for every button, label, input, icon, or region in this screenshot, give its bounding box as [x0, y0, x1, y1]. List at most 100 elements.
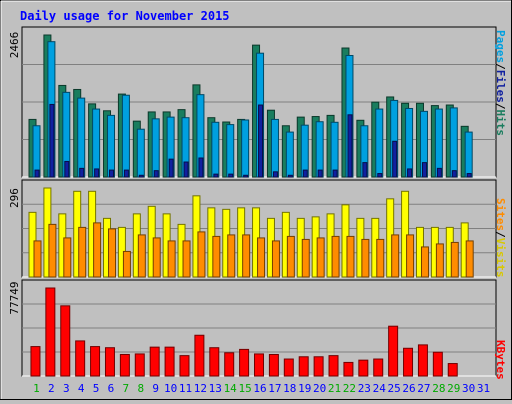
- x-tick-label-1: 1: [33, 382, 40, 395]
- bar-kbytes-day-23: [358, 359, 369, 377]
- x-tick-label-14: 14: [224, 382, 238, 395]
- legend-kbytes: KBytes: [494, 340, 507, 380]
- bar-sites-day-16: [257, 237, 266, 278]
- x-tick-label-23: 23: [358, 382, 371, 395]
- bar-kbytes-day-9: [149, 346, 160, 377]
- bar-files-day-28: [434, 108, 443, 178]
- x-tick-label-2: 2: [48, 382, 55, 395]
- bar-sites-day-12: [197, 231, 206, 278]
- bar-pages-day-14: [228, 173, 234, 178]
- bar-files-day-20: [315, 121, 324, 178]
- bar-kbytes-day-12: [194, 334, 205, 377]
- x-tick-label-25: 25: [388, 382, 401, 395]
- chart-title: Daily usage for November 2015: [20, 9, 230, 23]
- bar-kbytes-day-11: [179, 355, 190, 377]
- legend-visits-sites-sites: Sites: [494, 198, 507, 231]
- bar-pages-day-25: [392, 140, 398, 178]
- bar-kbytes-day-22: [343, 361, 354, 377]
- bar-files-day-5: [92, 108, 101, 178]
- legend-visits-sites-visits: Visits: [494, 238, 507, 278]
- bar-files-day-17: [270, 118, 279, 178]
- bar-sites-day-13: [212, 235, 221, 278]
- bar-kbytes-day-5: [90, 346, 101, 377]
- bar-kbytes-day-19: [298, 356, 309, 377]
- bar-pages-day-15: [243, 174, 249, 178]
- legend-hits-files-pages-hits: Hits: [494, 110, 507, 137]
- x-tick-label-22: 22: [343, 382, 356, 395]
- bar-kbytes-day-27: [417, 344, 428, 377]
- bar-sites-day-1: [33, 240, 42, 278]
- bar-pages-day-30: [466, 173, 472, 178]
- bar-pages-day-26: [407, 168, 413, 178]
- bar-sites-day-15: [242, 234, 251, 278]
- bar-kbytes-day-2: [45, 287, 56, 377]
- x-tick-label-19: 19: [298, 382, 311, 395]
- bar-kbytes-day-28: [432, 351, 443, 377]
- bar-pages-day-24: [377, 173, 383, 178]
- legend-visits-sites: Sites/Visits: [494, 198, 507, 278]
- bar-files-day-6: [107, 114, 116, 178]
- x-tick-label-20: 20: [313, 382, 326, 395]
- bar-pages-day-22: [347, 114, 353, 178]
- bar-kbytes-day-6: [104, 347, 115, 377]
- bar-pages-day-18: [287, 174, 293, 178]
- bar-files-day-15: [241, 119, 250, 178]
- bar-files-day-24: [375, 108, 384, 178]
- x-tick-label-8: 8: [137, 382, 144, 395]
- x-tick-label-4: 4: [78, 382, 85, 395]
- x-tick-label-29: 29: [447, 382, 460, 395]
- bar-files-day-29: [449, 107, 458, 178]
- bar-pages-day-16: [258, 104, 264, 178]
- bar-kbytes-day-15: [239, 348, 250, 377]
- bar-files-day-9: [151, 118, 160, 178]
- bar-sites-day-20: [316, 237, 325, 278]
- bar-pages-day-7: [123, 169, 129, 178]
- bar-kbytes-day-26: [403, 347, 414, 377]
- x-tick-label-18: 18: [283, 382, 296, 395]
- bar-pages-day-4: [79, 167, 85, 178]
- bar-sites-day-29: [450, 241, 459, 278]
- bar-kbytes-day-3: [60, 305, 71, 377]
- bar-sites-day-24: [376, 238, 385, 278]
- bar-files-day-26: [405, 107, 414, 178]
- legend-hits-files-pages-pages: Pages: [494, 30, 507, 63]
- bar-pages-day-13: [213, 173, 219, 178]
- bar-kbytes-day-7: [119, 353, 130, 377]
- bar-sites-day-25: [391, 234, 400, 278]
- bar-sites-day-19: [301, 238, 310, 278]
- panel-visits-sites-max-label: 296: [8, 188, 21, 208]
- bar-kbytes-day-10: [164, 346, 175, 377]
- x-tick-label-3: 3: [63, 382, 70, 395]
- bar-sites-day-5: [93, 222, 102, 278]
- bar-files-day-19: [300, 124, 309, 178]
- bar-kbytes-day-8: [134, 353, 145, 377]
- legend-hits-files-pages: Pages/Files/Hits: [494, 30, 507, 136]
- bar-sites-day-18: [286, 235, 295, 278]
- x-tick-label-16: 16: [253, 382, 266, 395]
- bar-sites-day-7: [122, 250, 131, 278]
- bar-kbytes-day-20: [313, 356, 324, 377]
- bar-sites-day-22: [346, 235, 355, 278]
- bar-sites-day-27: [420, 246, 429, 278]
- bar-pages-day-27: [421, 162, 427, 178]
- bar-pages-day-11: [183, 161, 189, 178]
- legend-visits-sites-sep: /: [494, 231, 507, 238]
- bar-pages-day-19: [302, 169, 308, 178]
- bar-sites-day-17: [271, 240, 280, 278]
- x-tick-label-5: 5: [93, 382, 100, 395]
- bar-sites-day-30: [465, 240, 474, 278]
- bar-sites-day-8: [137, 234, 146, 278]
- bar-kbytes-day-29: [447, 363, 458, 377]
- bar-files-day-14: [226, 124, 235, 178]
- legend-hits-files-pages-sep2: /: [494, 103, 507, 110]
- panel-hits-files-pages-max-label: 2466: [8, 32, 21, 59]
- bar-pages-day-23: [362, 162, 368, 178]
- x-tick-label-24: 24: [373, 382, 387, 395]
- bar-kbytes-day-21: [328, 355, 339, 377]
- x-tick-label-12: 12: [194, 382, 207, 395]
- bar-pages-day-2: [49, 103, 55, 178]
- bar-pages-day-10: [168, 158, 174, 178]
- bar-sites-day-9: [152, 237, 161, 278]
- bar-kbytes-day-4: [75, 340, 86, 377]
- x-tick-label-11: 11: [179, 382, 192, 395]
